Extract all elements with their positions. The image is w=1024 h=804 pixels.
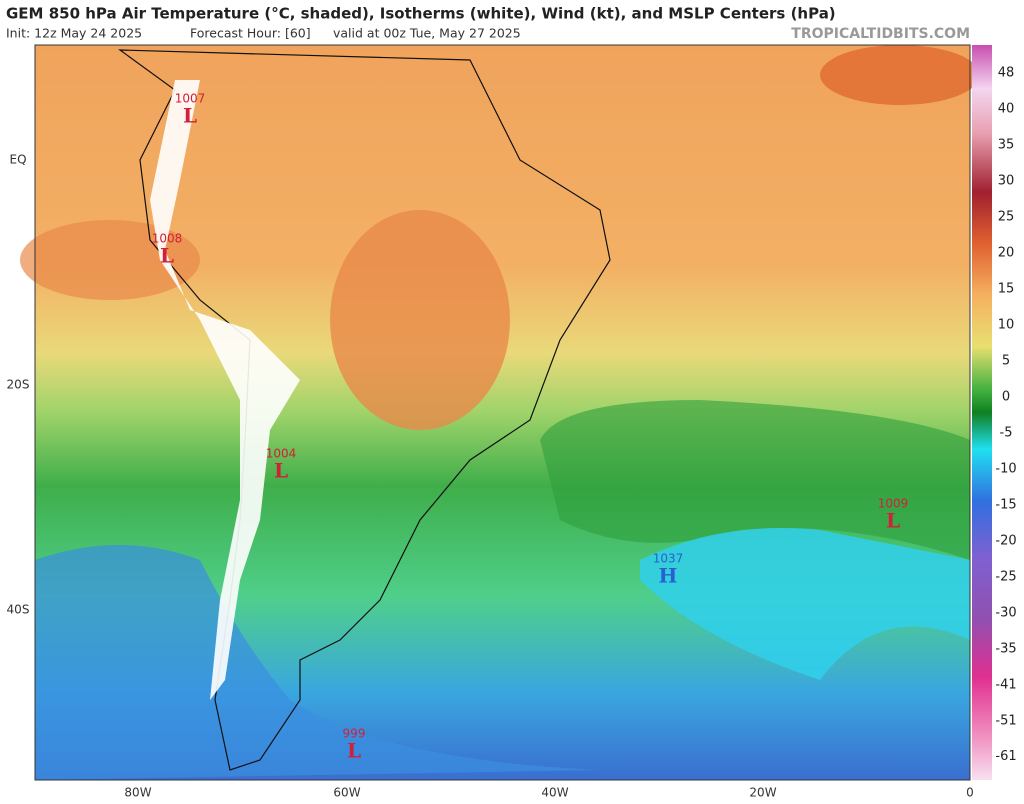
longitude-label: 80W: [124, 786, 151, 800]
longitude-label: 60W: [333, 786, 360, 800]
warm-region: [820, 45, 980, 105]
longitude-label: 0: [966, 786, 974, 800]
pressure-value: 999: [343, 727, 366, 741]
colorbar-label: 48: [998, 66, 1015, 81]
terrain-mask: [150, 80, 300, 700]
colorbar-label: -25: [995, 569, 1016, 584]
valid-time: valid at 00z Tue, May 27 2025: [333, 26, 521, 41]
pressure-center: L: [183, 104, 197, 128]
pressure-value: 1007: [175, 92, 206, 106]
colorbar-label: -51: [995, 713, 1016, 728]
pressure-value: 1009: [878, 497, 909, 511]
colorbar-label: 30: [998, 173, 1015, 188]
map-frame: [34, 44, 971, 781]
colorbar-label: -5: [1000, 425, 1013, 440]
colorbar-label: -41: [995, 677, 1016, 692]
pressure-center: L: [160, 244, 174, 268]
latitude-label: 20S: [7, 378, 30, 392]
map-area: [20, 44, 980, 781]
longitude-label: 20W: [749, 786, 776, 800]
colorbar-label: 10: [998, 317, 1015, 332]
credit: TROPICALTIDBITS.COM: [791, 26, 970, 42]
warm-region: [20, 220, 200, 300]
colorbar-label: 20: [998, 245, 1015, 260]
cold-region: [35, 545, 600, 780]
latitude-label: 40S: [7, 603, 30, 617]
cold-region: [640, 528, 970, 680]
colorbar-label: 5: [1002, 353, 1010, 368]
colorbar-label: -61: [995, 749, 1016, 764]
colorbar-label: 15: [998, 281, 1015, 296]
continent-outline: [118, 49, 611, 771]
pressure-center: L: [886, 509, 900, 533]
warm-region: [330, 210, 510, 430]
colorbar-label: -15: [995, 497, 1016, 512]
colorbar-label: -30: [995, 605, 1016, 620]
pressure-center: L: [347, 739, 361, 763]
pressure-value: 1008: [152, 232, 183, 246]
forecast-hour: Forecast Hour: [60]: [190, 26, 311, 41]
colorbar-label: 0: [1002, 389, 1010, 404]
colorbar-label: 25: [998, 209, 1015, 224]
colorbar-label: 35: [998, 137, 1015, 152]
colorbar-label: -20: [995, 533, 1016, 548]
colorbar-label: 40: [998, 101, 1015, 116]
cool-region: [540, 400, 970, 560]
title: GEM 850 hPa Air Temperature (°C, shaded)…: [6, 5, 836, 23]
latitude-label: EQ: [9, 153, 26, 167]
pressure-value: 1004: [266, 447, 297, 461]
longitude-label: 40W: [541, 786, 568, 800]
pressure-center: L: [274, 459, 288, 483]
pressure-value: 1037: [653, 552, 684, 566]
pressure-center: H: [659, 564, 678, 588]
init-time: Init: 12z May 24 2025: [6, 26, 142, 41]
colorbar-label: -35: [995, 641, 1016, 656]
colorbar-label: -10: [995, 461, 1016, 476]
colorbar: [972, 45, 992, 780]
